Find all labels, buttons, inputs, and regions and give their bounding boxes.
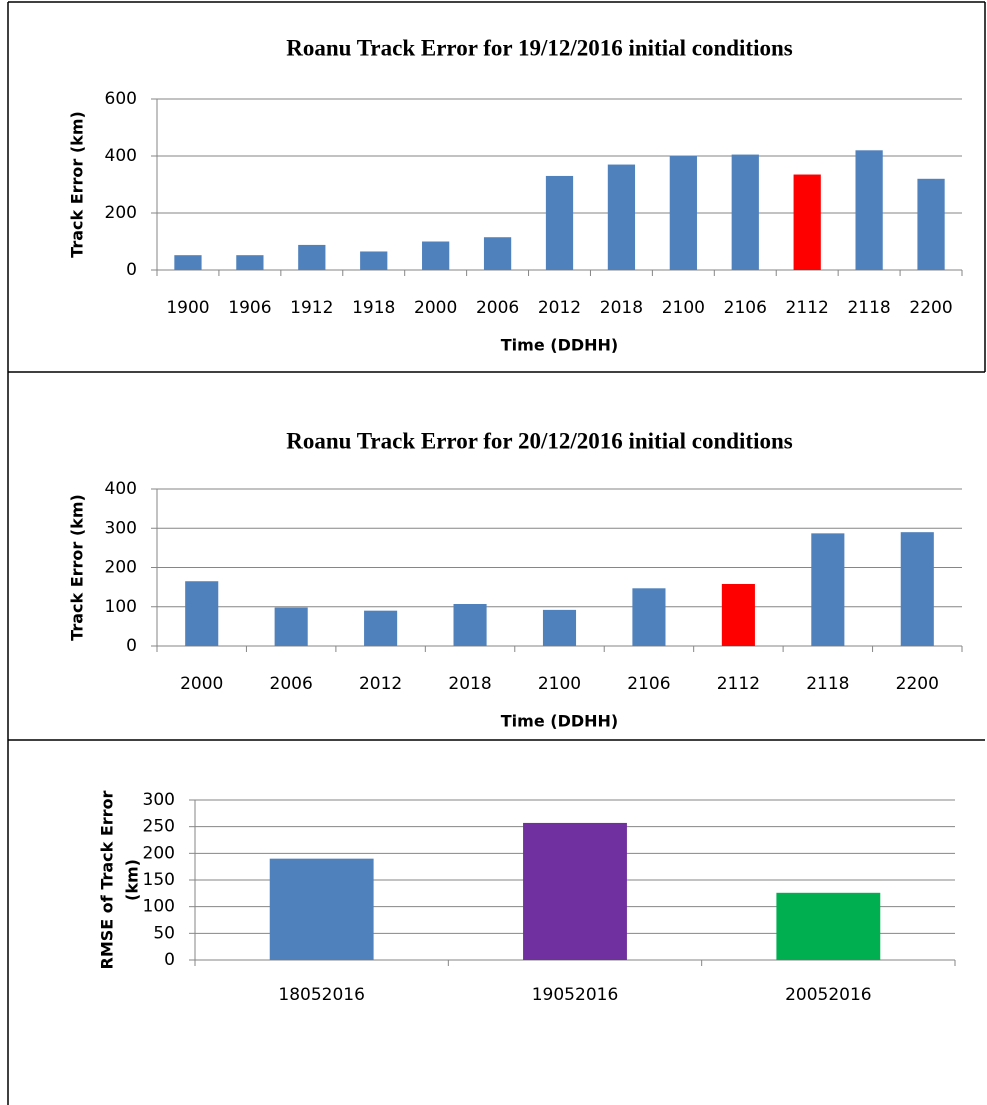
bar: [174, 255, 202, 270]
x-tick-label: 2100: [662, 298, 705, 318]
y-tick-label: 200: [143, 843, 175, 863]
x-tick-label: 2118: [806, 674, 849, 694]
bar: [185, 581, 219, 646]
y-tick-label: 0: [164, 950, 175, 970]
x-tick-label: 2006: [476, 298, 519, 318]
x-tick-label: 2200: [909, 298, 952, 318]
y-tick-label: 0: [126, 636, 137, 656]
y-tick-label: 200: [105, 558, 137, 578]
x-tick-label: 2118: [847, 298, 890, 318]
y-tick-label: 200: [105, 203, 137, 223]
x-tick-label: 2106: [724, 298, 767, 318]
y-axis-title: Track Error (km): [68, 494, 87, 641]
x-tick-label: 2000: [414, 298, 457, 318]
bar: [721, 583, 755, 646]
bar: [542, 609, 577, 646]
x-tick-label: 19052016: [532, 985, 619, 1005]
y-axis-title: RMSE of Track Error: [98, 790, 117, 969]
bar: [364, 610, 398, 646]
bar: [545, 175, 574, 270]
panel-borders: [7, 1, 986, 1105]
bar: [422, 241, 450, 270]
bar: [274, 607, 308, 646]
x-tick-label: 20052016: [785, 985, 872, 1005]
bar: [523, 822, 627, 960]
x-tick-label: 2106: [627, 674, 670, 694]
bar: [900, 532, 934, 646]
x-tick-label: 1918: [352, 298, 395, 318]
chart-title: Roanu Track Error for 19/12/2016 initial…: [286, 35, 793, 60]
x-tick-label: 2100: [538, 674, 581, 694]
y-axis-title: Track Error (km): [68, 111, 87, 258]
chart-title: Roanu Track Error for 20/12/2016 initial…: [286, 428, 793, 453]
x-tick-label: 1912: [290, 298, 333, 318]
y-tick-label: 50: [153, 923, 175, 943]
x-tick-label: 2018: [600, 298, 643, 318]
x-tick-label: 2112: [717, 674, 760, 694]
x-tick-label: 2012: [538, 298, 581, 318]
x-tick-label: 2200: [896, 674, 939, 694]
bar: [731, 154, 759, 270]
bar: [360, 251, 388, 270]
bar: [236, 255, 264, 270]
x-tick-label: 2000: [180, 674, 223, 694]
bar: [269, 858, 374, 960]
x-tick-label: 1906: [228, 298, 271, 318]
bar: [298, 244, 326, 270]
bar: [607, 164, 636, 270]
y-tick-label: 250: [143, 817, 175, 837]
y-tick-label: 150: [143, 870, 175, 890]
x-tick-label: 2006: [270, 674, 313, 694]
x-tick-label: 18052016: [278, 985, 365, 1005]
x-tick-label: 2018: [448, 674, 491, 694]
y-tick-label: 300: [105, 518, 137, 538]
y-tick-label: 100: [105, 597, 137, 617]
x-axis-title: Time (DDHH): [501, 712, 618, 731]
bar: [483, 237, 512, 270]
bar: [632, 588, 666, 646]
y-tick-label: 400: [105, 479, 137, 499]
bar: [776, 892, 881, 960]
bar: [811, 533, 845, 646]
y-axis-title: (km): [123, 859, 142, 901]
y-tick-label: 400: [105, 146, 137, 166]
x-tick-label: 1900: [166, 298, 209, 318]
bar: [917, 178, 945, 270]
y-tick-label: 100: [143, 897, 175, 917]
y-tick-label: 0: [126, 260, 137, 280]
x-tick-label: 2012: [359, 674, 402, 694]
bar: [793, 174, 821, 270]
y-tick-label: 600: [105, 89, 137, 109]
x-tick-label: 2112: [786, 298, 829, 318]
x-axis-title: Time (DDHH): [501, 336, 618, 355]
bar: [453, 604, 487, 646]
y-tick-label: 300: [143, 790, 175, 810]
bar: [855, 150, 883, 270]
bar: [669, 156, 697, 270]
